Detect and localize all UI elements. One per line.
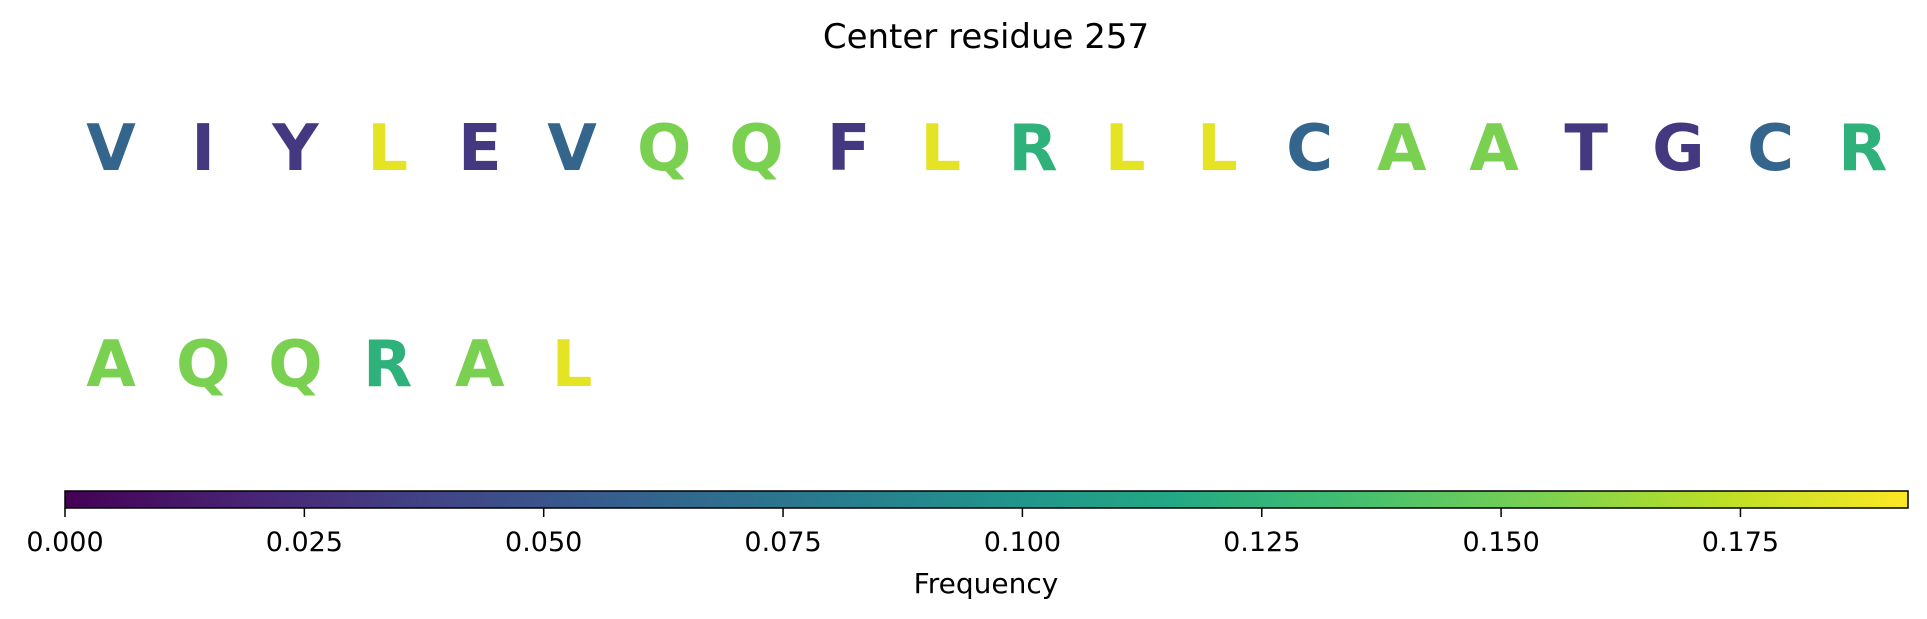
residue-letter: Q xyxy=(176,328,230,402)
residue-letter: L xyxy=(552,328,593,402)
residue-letter: L xyxy=(1105,112,1146,186)
residue-letters: V I Y L E V Q Q F L R L L C A A T G C RA Q Q R A L xyxy=(86,112,1887,402)
residue-letter: L xyxy=(1197,112,1238,186)
colorbar: 0.000 0.025 0.050 0.075 0.100 0.125 0.150 0.175… xyxy=(26,490,1909,600)
colorbar-tick-label: 0.150 xyxy=(1462,527,1539,558)
residue-letter: R xyxy=(1838,112,1887,186)
residue-letter: C xyxy=(1747,112,1794,186)
colorbar-tick-label: 0.050 xyxy=(505,527,582,558)
residue-letter: V xyxy=(547,112,597,186)
residue-letter: L xyxy=(920,112,961,186)
residue-letter: T xyxy=(1564,112,1608,186)
residue-letter: I xyxy=(191,112,215,186)
residue-letter: V xyxy=(86,112,136,186)
residue-letter: A xyxy=(1469,112,1519,186)
residue-letter: E xyxy=(458,112,502,186)
colorbar-tick-label: 0.025 xyxy=(266,527,343,558)
residue-letter: R xyxy=(1008,112,1057,186)
colorbar-tick-label: 0.000 xyxy=(26,527,103,558)
residue-letter: A xyxy=(1377,112,1427,186)
colorbar-tick-label: 0.175 xyxy=(1702,527,1779,558)
residue-letter: A xyxy=(455,328,505,402)
residue-letter: L xyxy=(367,112,408,186)
residue-letter: Q xyxy=(637,112,691,186)
colorbar-label: Frequency xyxy=(914,567,1059,600)
residue-letter: G xyxy=(1652,112,1705,186)
chart-title: Center residue 257 xyxy=(823,17,1149,57)
colorbar-tick-label: 0.075 xyxy=(744,527,821,558)
colorbar-tick-label: 0.125 xyxy=(1223,527,1300,558)
residue-letter: C xyxy=(1286,112,1333,186)
colorbar-tick-label: 0.100 xyxy=(984,527,1061,558)
residue-letter: A xyxy=(86,328,136,402)
residue-letter: R xyxy=(363,328,412,402)
residue-letter: Q xyxy=(268,328,322,402)
residue-letter: Y xyxy=(271,112,319,186)
colorbar-gradient xyxy=(64,490,1909,509)
residue-letter: Q xyxy=(729,112,783,186)
residue-letter: F xyxy=(827,112,871,186)
colorbar-ticks: 0.000 0.025 0.050 0.075 0.100 0.125 0.150 0.175 xyxy=(26,508,1779,558)
